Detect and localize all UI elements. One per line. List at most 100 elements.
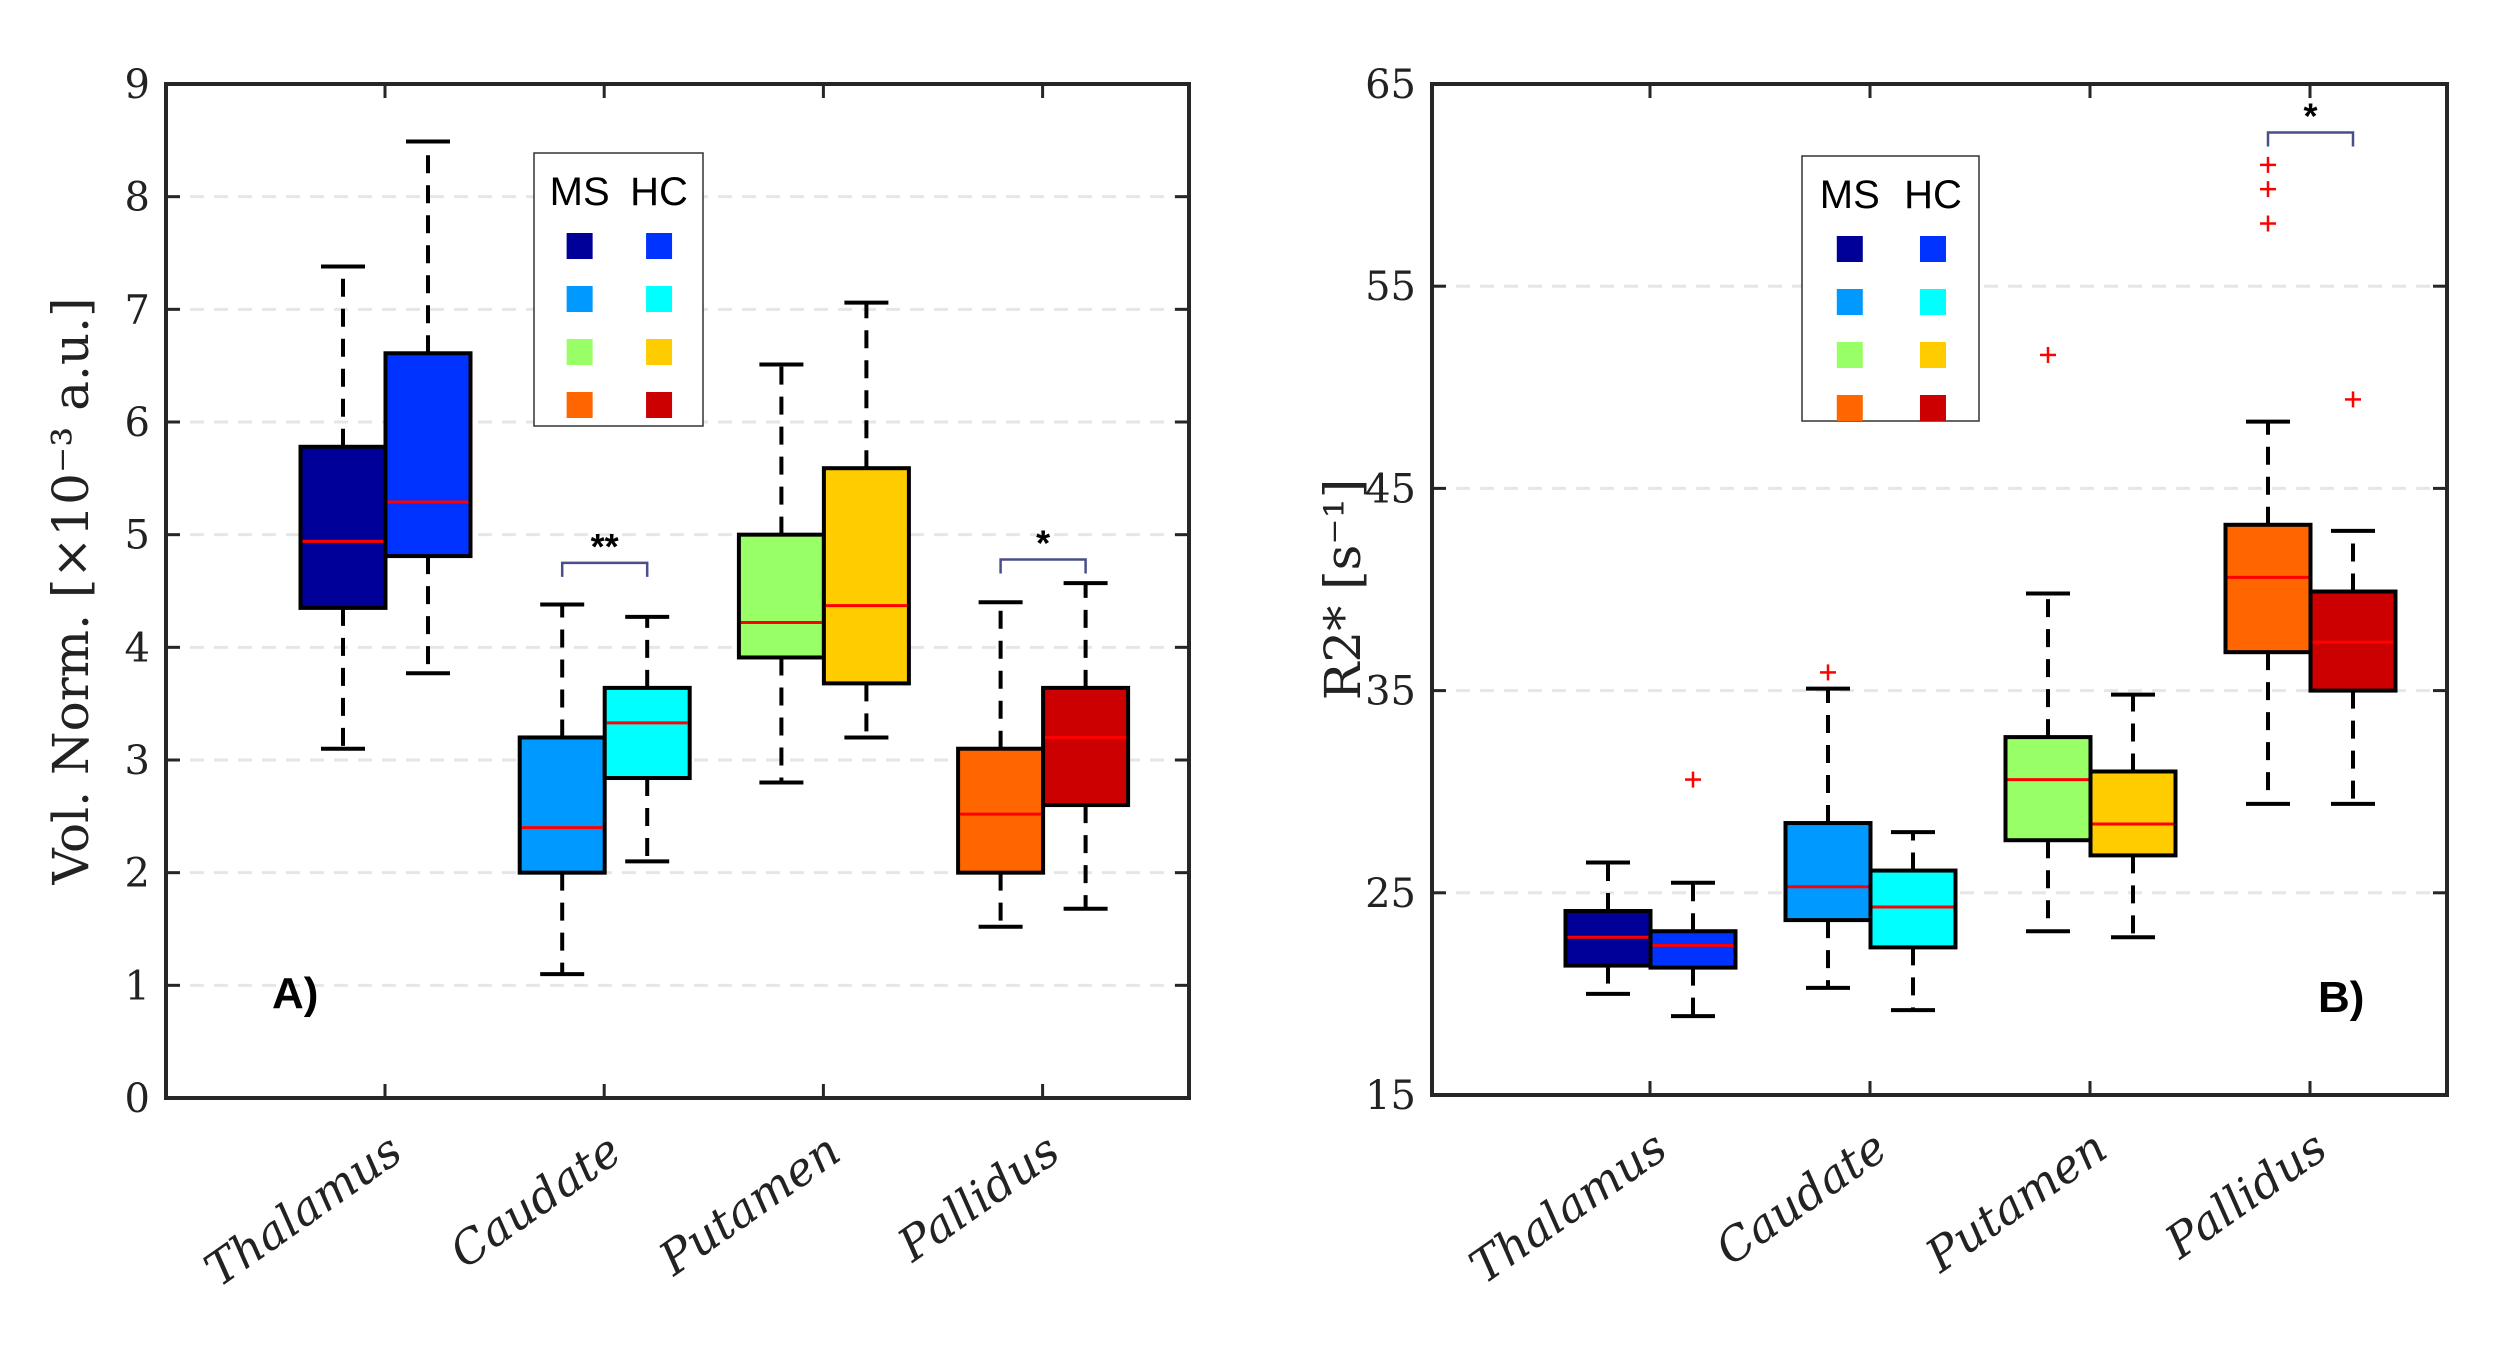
legend-swatch bbox=[566, 392, 593, 418]
y-tick-label: 9 bbox=[125, 62, 150, 108]
box-hc-caudate bbox=[1868, 830, 1958, 1013]
box-iqr bbox=[1868, 868, 1958, 950]
y-tick-label: 8 bbox=[125, 175, 150, 221]
x-tick-label: Putamen bbox=[648, 1123, 849, 1287]
legend-swatch bbox=[646, 233, 673, 259]
panel-label: B) bbox=[2318, 973, 2364, 1022]
legend-swatch bbox=[1836, 395, 1863, 421]
outlier-marker bbox=[2345, 391, 2361, 408]
x-tick-label: Caudate bbox=[440, 1123, 631, 1279]
box-hc-caudate bbox=[602, 614, 692, 864]
panel-a: 0 1 2 3 4 5 6 7 8 9 Vol. Norm. [×10⁻³ a.u.] Thalamu… bbox=[42, 62, 1191, 1297]
significance-label: ** bbox=[591, 526, 619, 567]
box-hc-thalamus bbox=[1648, 771, 1738, 1019]
legend-swatch bbox=[1919, 289, 1946, 315]
axes-frame bbox=[164, 82, 1191, 1100]
box-iqr bbox=[517, 735, 607, 875]
box-iqr bbox=[956, 746, 1046, 875]
box-hc-putamen bbox=[2088, 692, 2178, 940]
legend-swatch bbox=[1836, 236, 1863, 262]
legend-swatch bbox=[566, 339, 593, 365]
axes-frame bbox=[1430, 82, 2449, 1097]
legend-swatch bbox=[566, 233, 593, 259]
legend-swatch bbox=[1919, 236, 1946, 262]
panel-label: A) bbox=[272, 969, 318, 1018]
legend-header: MS bbox=[1820, 173, 1880, 217]
legend-swatch bbox=[1919, 342, 1946, 368]
y-tick-label: 45 bbox=[1365, 466, 1416, 512]
legend-header: HC bbox=[630, 170, 688, 214]
legend-swatch bbox=[1836, 289, 1863, 315]
significance-label: * bbox=[1036, 522, 1050, 563]
outlier-marker bbox=[2260, 156, 2276, 173]
x-tick-label: Pallidus bbox=[887, 1123, 1069, 1273]
outlier-marker bbox=[2040, 346, 2056, 363]
y-tick-label: 55 bbox=[1365, 264, 1416, 310]
significance-label: * bbox=[2303, 96, 2317, 137]
box-iqr bbox=[2003, 735, 2093, 843]
x-tick-label: Caudate bbox=[1706, 1120, 1897, 1276]
box-iqr bbox=[736, 532, 826, 660]
box-iqr bbox=[1783, 821, 1873, 923]
box-iqr bbox=[2223, 522, 2313, 655]
x-tick-label: Putamen bbox=[1915, 1120, 2116, 1284]
box-ms-putamen bbox=[736, 362, 826, 785]
bracket-line bbox=[560, 561, 649, 577]
legend-swatch bbox=[1836, 342, 1863, 368]
y-tick-label: 15 bbox=[1365, 1073, 1416, 1119]
y-tick-label: 7 bbox=[125, 287, 150, 333]
y-axis-label: Vol. Norm. [×10⁻³ a.u.] bbox=[42, 297, 100, 885]
x-tick-label: Thalamus bbox=[1460, 1120, 1677, 1294]
legend: MS HC bbox=[1801, 155, 1980, 422]
box-ms-putamen bbox=[2003, 346, 2093, 934]
y-tick-label: 65 bbox=[1365, 62, 1416, 108]
box-hc-pallidus bbox=[2308, 391, 2398, 806]
box-ms-pallidus bbox=[2223, 156, 2313, 806]
y-tick-label: 35 bbox=[1365, 669, 1416, 715]
outlier-marker bbox=[2260, 215, 2276, 232]
legend-swatch bbox=[1919, 395, 1946, 421]
box-ms-thalamus bbox=[1563, 860, 1653, 996]
y-tick-label: 3 bbox=[125, 738, 150, 784]
outlier-marker bbox=[1820, 664, 1836, 681]
x-tick-label: Pallidus bbox=[2155, 1120, 2337, 1270]
y-tick-label: 1 bbox=[125, 963, 150, 1009]
box-ms-pallidus bbox=[956, 600, 1046, 929]
x-tick-label: Thalamus bbox=[195, 1123, 412, 1297]
box-ms-caudate bbox=[517, 602, 607, 977]
legend-swatch bbox=[646, 339, 673, 365]
box-iqr bbox=[298, 444, 388, 610]
y-tick-label: 6 bbox=[125, 400, 150, 446]
box-iqr bbox=[1041, 685, 1131, 808]
legend-header: MS bbox=[550, 170, 610, 214]
box-hc-putamen bbox=[821, 300, 911, 740]
legend-swatch bbox=[566, 286, 593, 312]
y-tick-label: 25 bbox=[1365, 871, 1416, 917]
y-tick-label: 2 bbox=[125, 851, 150, 897]
legend-swatch bbox=[646, 392, 673, 418]
y-axis-label: R2* [s⁻¹] bbox=[1314, 479, 1372, 700]
outlier-marker bbox=[2260, 181, 2276, 198]
legend-box bbox=[533, 152, 704, 427]
box-iqr bbox=[1648, 929, 1738, 970]
significance-bracket: ** bbox=[560, 526, 649, 577]
y-tick-label: 5 bbox=[125, 513, 150, 559]
significance-bracket: * bbox=[2266, 96, 2355, 147]
box-hc-thalamus bbox=[383, 139, 473, 676]
box-ms-thalamus bbox=[298, 264, 388, 751]
legend-swatch bbox=[646, 286, 673, 312]
box-iqr bbox=[821, 466, 911, 686]
outlier-marker bbox=[1685, 771, 1701, 788]
box-iqr bbox=[2088, 769, 2178, 858]
legend-box bbox=[1801, 155, 1980, 422]
box-hc-pallidus bbox=[1041, 581, 1131, 911]
y-tick-label: 4 bbox=[125, 625, 150, 671]
bracket-line bbox=[2266, 131, 2355, 147]
panel-b: 15 25 35 45 55 65 R2* [s⁻¹] Thalamus Caudate Puta… bbox=[1314, 62, 2449, 1294]
legend: MS HC bbox=[533, 152, 704, 427]
box-ms-caudate bbox=[1783, 664, 1873, 990]
box-iqr bbox=[602, 685, 692, 781]
bracket-line bbox=[999, 558, 1087, 574]
significance-bracket: * bbox=[999, 522, 1087, 574]
